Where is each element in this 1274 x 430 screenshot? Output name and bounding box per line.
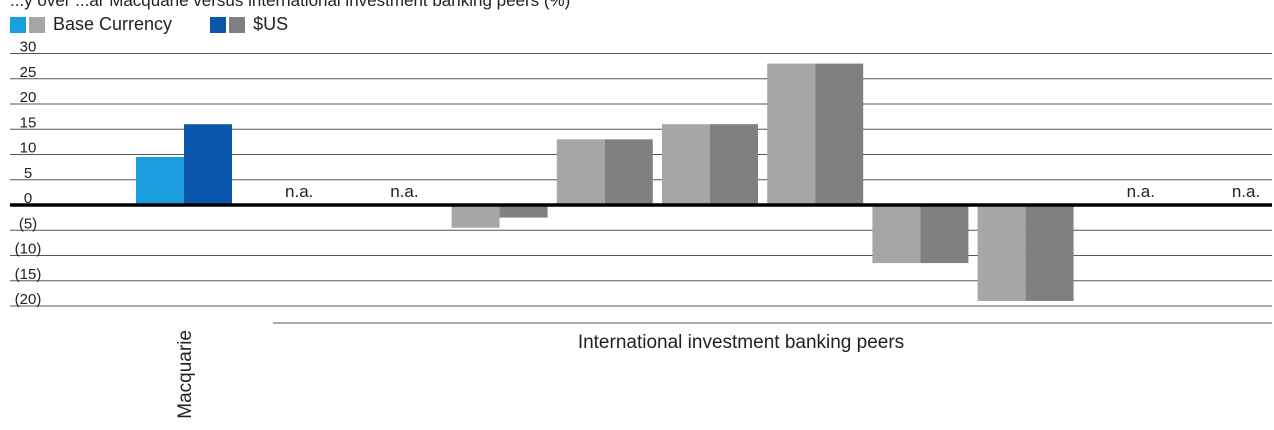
bar-usd-7 [815, 63, 864, 205]
y-tick-label: 15 [20, 114, 37, 131]
bar-usd-8 [920, 205, 969, 264]
y-tick-label: 30 [20, 39, 37, 56]
legend-swatch-base-peer [29, 16, 45, 33]
bar-base-currency-9 [977, 205, 1026, 301]
legend: Base Currency $US [10, 14, 326, 35]
na-label: n.a. [1127, 182, 1155, 201]
bar-base-currency-1 [136, 157, 184, 205]
peers-group-label: International investment banking peers [578, 332, 904, 353]
y-tick-label: 10 [20, 140, 37, 157]
legend-label-base-currency: Base Currency [53, 14, 173, 34]
legend-swatch-base-macquarie [10, 16, 26, 33]
bar-usd-6 [710, 124, 758, 205]
bar-base-currency-7 [767, 63, 816, 205]
chart-title: ...y over ...ar Macquarie versus interna… [10, 0, 571, 10]
y-tick-label: 0 [24, 190, 32, 207]
legend-swatch-usd-macquarie [210, 16, 227, 33]
na-label: n.a. [390, 182, 418, 201]
bar-usd-4 [499, 205, 548, 218]
bar-usd-9 [1025, 205, 1074, 301]
bar-base-currency-5 [556, 139, 605, 205]
y-tick-label: 25 [20, 64, 37, 81]
macquarie-group-label: Macquarie [175, 330, 196, 419]
y-tick-label: (20) [15, 291, 42, 308]
bar-usd-1 [184, 124, 232, 205]
y-tick-label: (5) [19, 215, 37, 232]
bar-base-currency-6 [662, 124, 710, 205]
y-tick-label: (10) [15, 241, 42, 258]
bar-usd-5 [604, 139, 653, 205]
na-label: n.a. [285, 182, 313, 201]
y-tick-label: 5 [24, 165, 32, 182]
y-tick-label: 20 [20, 89, 37, 106]
legend-label-usd: $US [253, 14, 289, 34]
legend-swatch-usd-peer [229, 16, 246, 33]
legend-item-usd: $US [210, 14, 288, 35]
legend-item-base-currency: Base Currency [10, 14, 172, 35]
na-label: n.a. [1232, 182, 1260, 201]
y-tick-label: (15) [15, 266, 42, 283]
bar-base-currency-4 [451, 205, 500, 228]
bar-base-currency-8 [872, 205, 921, 264]
